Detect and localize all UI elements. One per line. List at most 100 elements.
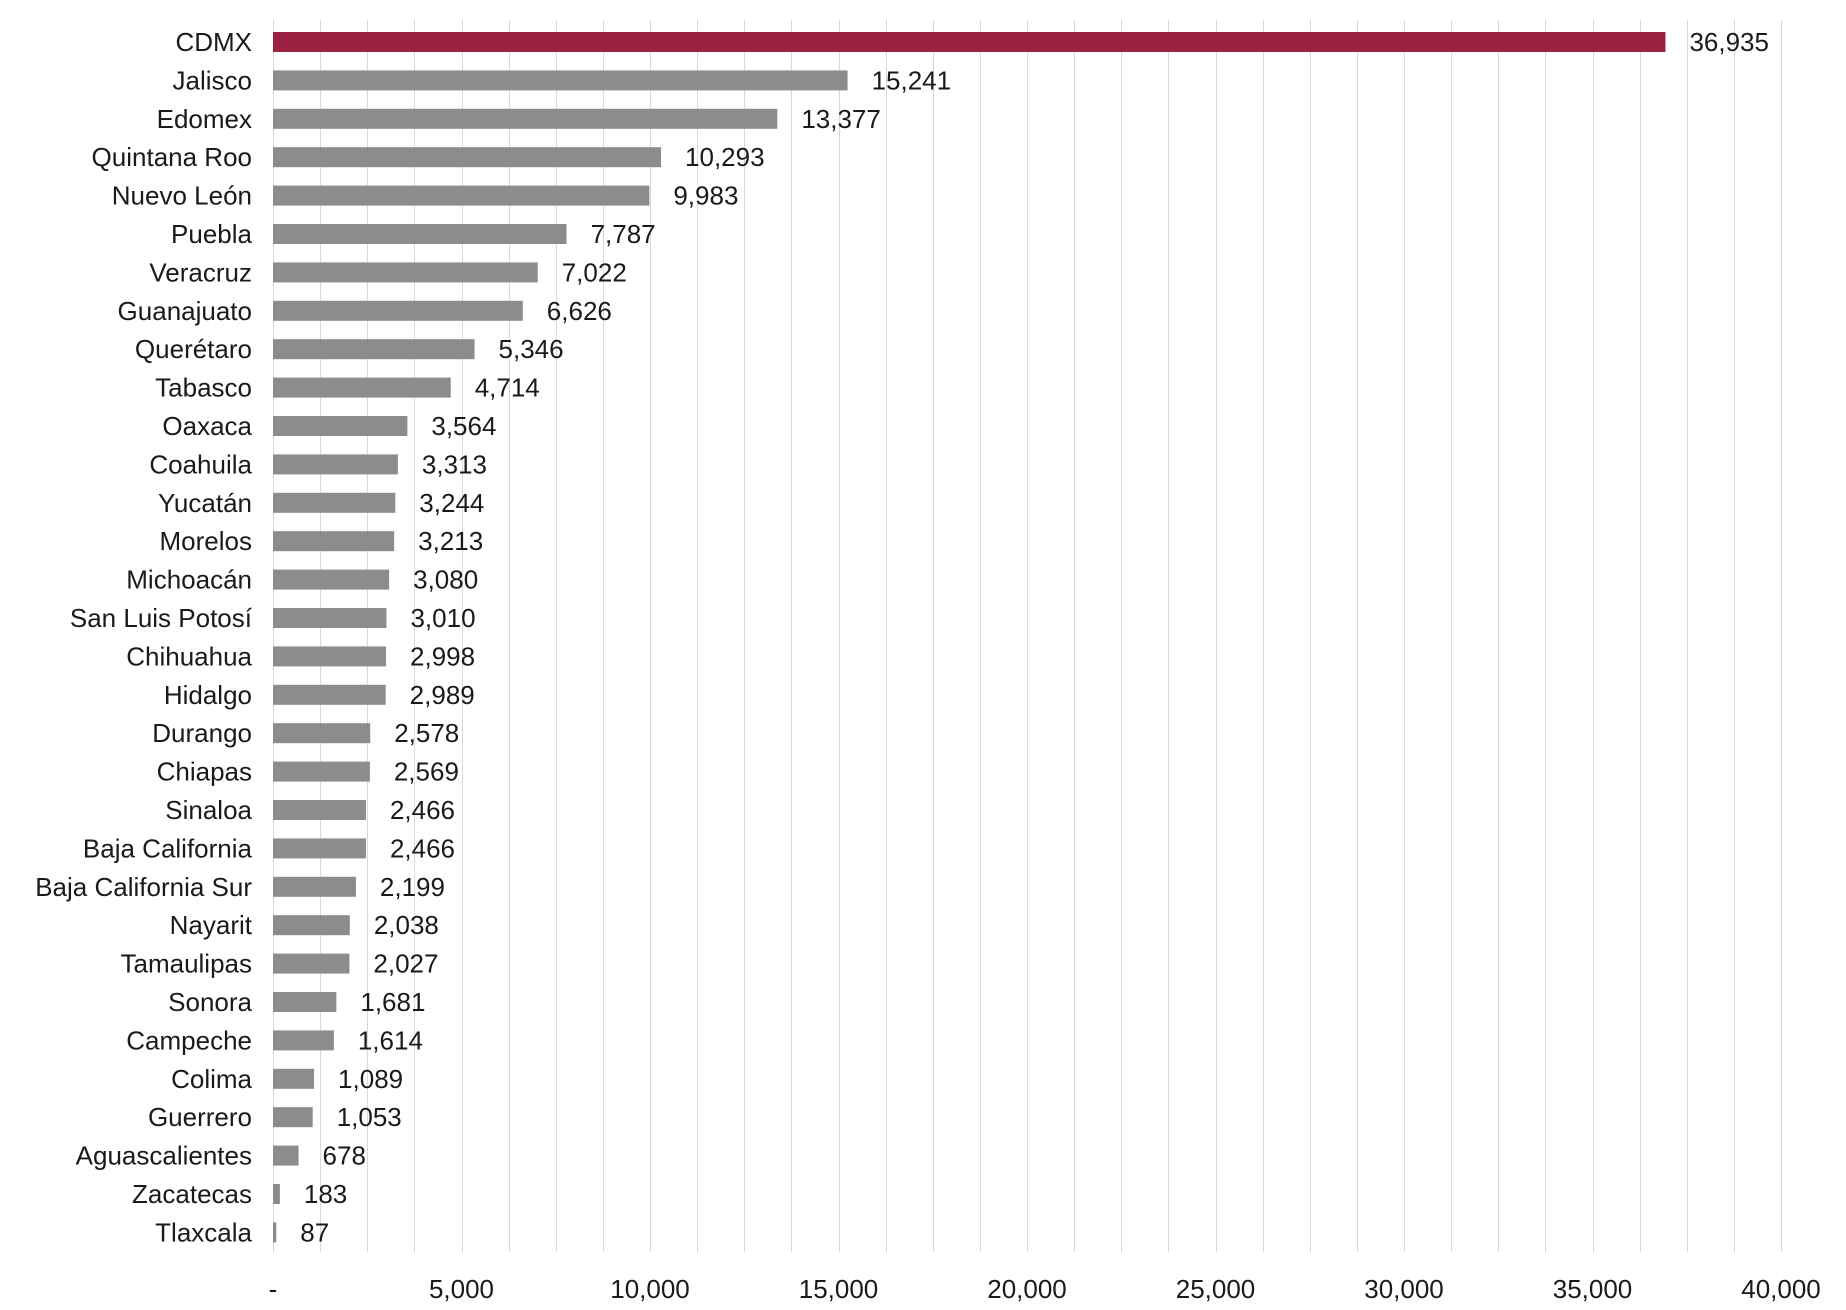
value-label: 5,346 xyxy=(499,334,564,364)
bar xyxy=(273,800,366,820)
x-tick-label: 10,000 xyxy=(610,1274,690,1304)
x-tick-label: - xyxy=(269,1274,278,1304)
bar xyxy=(273,454,398,475)
category-label: Veracruz xyxy=(149,257,252,287)
bar xyxy=(273,147,662,168)
value-label: 3,080 xyxy=(413,565,478,595)
x-tick-label: 20,000 xyxy=(987,1274,1067,1304)
value-label: 2,569 xyxy=(394,757,459,787)
category-label: Tamaulipas xyxy=(120,949,252,979)
bar xyxy=(273,684,386,705)
bar xyxy=(273,723,371,744)
value-label: 87 xyxy=(300,1217,329,1247)
value-label: 3,010 xyxy=(410,603,475,633)
value-label: 3,213 xyxy=(418,526,483,556)
value-label: 2,466 xyxy=(390,795,455,825)
category-label: Michoacán xyxy=(126,565,252,595)
bar xyxy=(273,915,350,936)
category-label: CDMX xyxy=(175,27,252,57)
value-label: 678 xyxy=(323,1141,366,1171)
category-label: Guanajuato xyxy=(118,296,252,326)
value-label: 2,998 xyxy=(410,641,475,671)
category-label: Yucatán xyxy=(158,488,252,518)
bar xyxy=(273,569,390,590)
bar xyxy=(273,953,350,974)
x-tick-label: 35,000 xyxy=(1553,1274,1633,1304)
category-label: Chihuahua xyxy=(126,641,252,671)
category-label: Edomex xyxy=(157,104,252,134)
bars xyxy=(273,32,1666,1243)
value-label: 2,199 xyxy=(380,872,445,902)
bar xyxy=(273,492,396,513)
value-label: 2,989 xyxy=(410,680,475,710)
category-label: Baja California xyxy=(83,833,253,863)
value-label: 3,564 xyxy=(431,411,496,441)
category-label: Campeche xyxy=(126,1025,252,1055)
bar xyxy=(273,70,848,91)
value-label: 1,053 xyxy=(337,1102,402,1132)
category-label: Zacatecas xyxy=(132,1179,252,1209)
category-label: Morelos xyxy=(160,526,252,556)
bar xyxy=(273,1184,280,1204)
x-tick-label: 5,000 xyxy=(429,1274,494,1304)
value-label: 2,027 xyxy=(373,949,438,979)
value-label: 1,614 xyxy=(358,1025,423,1055)
value-label: 2,466 xyxy=(390,833,455,863)
bar xyxy=(273,1107,313,1128)
value-label: 36,935 xyxy=(1689,27,1769,57)
bar xyxy=(273,876,356,897)
bar xyxy=(273,1145,299,1166)
value-label: 7,787 xyxy=(591,219,656,249)
value-label: 183 xyxy=(304,1179,347,1209)
bar xyxy=(273,300,523,321)
value-label: 2,038 xyxy=(374,910,439,940)
bar xyxy=(273,339,475,360)
bar xyxy=(273,838,366,859)
bar xyxy=(273,416,408,436)
x-axis-tick-labels: - 5,000 10,000 15,000 20,000 25,000 30,000 35,0… xyxy=(269,1274,1821,1304)
bar xyxy=(273,1222,277,1243)
category-label: Baja California Sur xyxy=(35,872,252,902)
value-label: 10,293 xyxy=(685,142,765,172)
category-label: Aguascalientes xyxy=(76,1141,252,1171)
value-label: 2,578 xyxy=(394,718,459,748)
category-labels: CDMX Jalisco Edomex Quintana Roo Nuevo León P… xyxy=(35,27,253,1247)
bar xyxy=(273,1068,315,1089)
value-label: 1,089 xyxy=(338,1064,403,1094)
category-label: Durango xyxy=(152,718,252,748)
category-label: Jalisco xyxy=(173,65,252,95)
category-label: Colima xyxy=(171,1064,252,1094)
category-label: Guerrero xyxy=(148,1102,252,1132)
bar xyxy=(273,761,370,782)
value-labels: 36,935 15,241 13,377 10,293 9,983 7,787 7,022 6… xyxy=(300,27,1769,1247)
category-label: Sinaloa xyxy=(165,795,252,825)
category-label: Querétaro xyxy=(135,334,252,364)
value-label: 4,714 xyxy=(475,373,540,403)
bar xyxy=(273,377,451,398)
bar xyxy=(273,1030,334,1051)
value-label: 7,022 xyxy=(562,257,627,287)
bar xyxy=(273,224,567,244)
bar xyxy=(273,531,395,552)
category-label: Oaxaca xyxy=(162,411,252,441)
category-label: Nayarit xyxy=(170,910,253,940)
value-label: 13,377 xyxy=(801,104,881,134)
bar xyxy=(273,185,650,206)
value-label: 3,313 xyxy=(422,449,487,479)
value-label: 1,681 xyxy=(360,987,425,1017)
value-label: 6,626 xyxy=(547,296,612,326)
category-label: Coahuila xyxy=(149,449,252,479)
category-label: Hidalgo xyxy=(164,680,252,710)
category-label: Puebla xyxy=(171,219,252,249)
category-label: Tlaxcala xyxy=(155,1217,252,1247)
value-label: 3,244 xyxy=(419,488,484,518)
value-label: 9,983 xyxy=(673,181,738,211)
value-label: 15,241 xyxy=(872,65,952,95)
bar xyxy=(273,992,337,1012)
bar xyxy=(273,108,778,129)
bar xyxy=(273,608,387,628)
category-label: Sonora xyxy=(168,987,252,1017)
x-tick-label: 25,000 xyxy=(1176,1274,1256,1304)
category-label: Nuevo León xyxy=(112,181,252,211)
